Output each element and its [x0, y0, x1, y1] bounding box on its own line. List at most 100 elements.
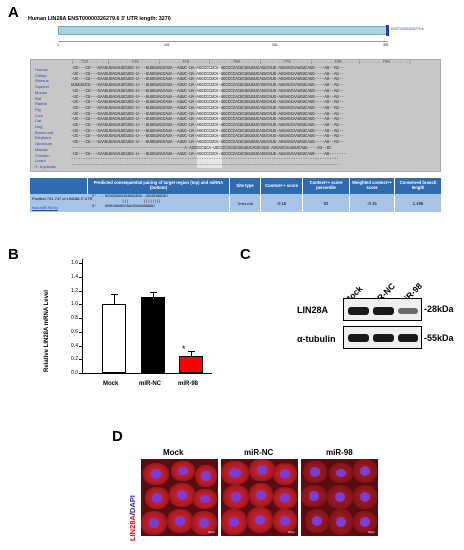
species-label: Human — [35, 67, 48, 72]
nucleus — [308, 491, 320, 501]
panel-label-c: C — [240, 246, 251, 263]
table-header: Context++ score — [261, 178, 303, 194]
nucleus — [359, 517, 371, 527]
blot-label-tubulin: α-tubulin — [297, 334, 336, 344]
nucleus — [229, 467, 241, 479]
nucleus — [311, 515, 323, 527]
y-tick-label: 1.6 — [71, 260, 78, 266]
species-label: Cow — [35, 112, 44, 118]
nucleus — [335, 516, 347, 528]
bar — [179, 355, 203, 373]
ruler-tick: 1 — [57, 43, 59, 47]
aligned-sequence: -UC---CU---GAAGUGAGAUUCUGG-U---UUUGUAGCA… — [71, 152, 347, 157]
y-tick-label: 0.6 — [71, 328, 78, 335]
species-label: Chicken — [35, 152, 50, 158]
species-label: Brown bat — [35, 129, 54, 135]
aligned-sequence: -UC---CU---GAAGUGAGAUUCUGG-U---UUUGUAGCA… — [71, 124, 344, 128]
band — [348, 307, 369, 315]
aligned-sequence: ----------------------------------------… — [71, 158, 339, 163]
table-header: Site type — [230, 178, 261, 194]
nucleus — [279, 493, 291, 503]
species-label: Squirrel — [35, 84, 49, 90]
x-axis — [82, 373, 212, 374]
micrograph-mock: 20μm — [141, 459, 218, 536]
band — [398, 308, 418, 314]
y-tick-label: 0.8 — [71, 315, 78, 321]
panel-label-d: D — [112, 428, 123, 445]
ruler-tick: 301 — [383, 43, 389, 47]
aligned-sequence: -UC---CU---GAAGUGAGAUUCUGG-U---UUUGUAGCA… — [71, 106, 344, 111]
panel-label-a: A — [8, 4, 19, 21]
error-bar — [153, 291, 154, 298]
y-tick — [79, 304, 82, 306]
conservation-alignment: |...720........|.........740........|...… — [30, 59, 441, 172]
y-tick-label: 0.0 — [71, 370, 78, 376]
ruler-tick: 201 — [272, 43, 278, 47]
nucleus — [309, 467, 321, 477]
y-tick — [79, 318, 82, 319]
micrograph-mir-98: 20μm — [301, 459, 378, 536]
panel-label-b: B — [8, 246, 19, 263]
nucleus — [198, 517, 210, 529]
scale-bar-label: 20μm — [367, 530, 375, 534]
nucleus — [148, 517, 160, 529]
column-label: miR-98 — [326, 448, 353, 457]
stain-label: LIN28A/DAPI — [128, 495, 137, 541]
species-label: Rabbit — [35, 101, 47, 107]
pairing-cell: Position 741-747 of LIN28A 3' UTR hsa-mi… — [30, 194, 230, 212]
species-label: Chimp — [35, 72, 47, 78]
aligned-sequence: -UC---CU---GAAGUGAGAUUCUGG-U---UUUGUAGCA… — [71, 78, 344, 83]
table-header: Context++ score percentile — [303, 178, 350, 194]
nucleus — [334, 491, 346, 503]
bar — [102, 304, 126, 373]
y-tick — [79, 263, 82, 264]
nucleus — [177, 466, 189, 476]
species-label: Rhesus — [35, 78, 49, 84]
alignment-ruler: |...720........|.........740........|...… — [71, 61, 412, 65]
target-site-marker — [386, 25, 389, 36]
size-marker: -28kDa — [424, 304, 454, 314]
stain-label-dapi: DAPI — [128, 495, 137, 514]
species-label: Macaw — [35, 146, 48, 152]
nucleus — [151, 493, 163, 503]
aligned-sequence: -UC---CU---GAAGUGAGAUUCUGG-U---UUUGUAGCA… — [71, 141, 344, 146]
y-axis — [82, 259, 83, 373]
pairing-mid: ||| |||||||| — [122, 200, 161, 204]
y-tick — [79, 359, 82, 361]
weighted-context-score: -0.15 — [350, 194, 395, 212]
error-bar — [114, 293, 115, 305]
y-tick — [79, 331, 82, 333]
pairing-top: 5' ...UCUGGUUUUGUAGCAUA--UUUGUAGCAU — [92, 195, 168, 199]
table-header — [30, 178, 88, 194]
species-label: Rat — [35, 95, 42, 101]
site-type: 7mer-m8 — [230, 194, 261, 212]
targetscan-table: Predicted consequential pairing of targe… — [30, 178, 441, 212]
size-marker: -55kDa — [424, 333, 454, 343]
nucleus — [201, 471, 211, 481]
stain-label-separator: / — [128, 513, 137, 516]
transcript-title: Human LIN28A ENST00000326279.6 3' UTR le… — [28, 16, 171, 22]
target-site-label: ENST00000326279.6 — [391, 27, 424, 31]
scale-bar-label: 20μm — [207, 530, 215, 534]
branch-length: 1.495 — [395, 194, 441, 212]
band — [398, 334, 418, 342]
band — [373, 307, 394, 315]
blot-tubulin — [343, 326, 422, 349]
column-label: Mock — [163, 448, 184, 457]
aligned-sequence: -UC---CU---GAAGUGAGAUUCUGG-U---UUUGUAGCA… — [71, 118, 344, 123]
significance-asterisk: * — [182, 344, 186, 354]
error-bar — [191, 351, 192, 356]
mirna-link[interactable]: hsa-miR-98-5p — [32, 205, 58, 210]
nucleus — [359, 491, 371, 503]
table-header: Predicted consequential pairing of targe… — [88, 178, 230, 194]
nucleus — [228, 516, 240, 528]
nucleus — [256, 465, 268, 475]
y-tick-label: 1.4 — [71, 273, 78, 280]
y-tick-label: 0.2 — [71, 356, 78, 363]
nucleus — [174, 515, 186, 527]
aligned-sequence: -UC---CU---GAAGUGAGAUUCUGG-U---UUUGUAGCA… — [71, 89, 344, 94]
species-label: Cat — [35, 118, 42, 124]
y-tick — [79, 290, 82, 292]
x-tick-label: miR-98 — [178, 381, 199, 387]
nucleus — [279, 515, 291, 527]
